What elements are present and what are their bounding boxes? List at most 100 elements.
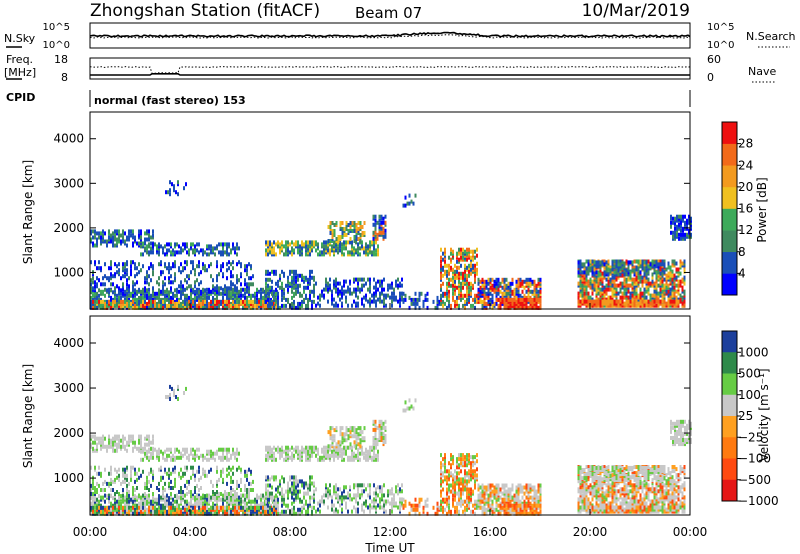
velocity-cell: [250, 499, 252, 504]
velocity-cell: [110, 438, 112, 443]
power-cell: [190, 260, 192, 265]
power-cell: [603, 285, 606, 290]
power-cell: [273, 305, 275, 310]
power-cell: [150, 293, 152, 298]
power-cell: [126, 301, 128, 306]
power-cell: [661, 272, 664, 277]
power-cell: [232, 282, 234, 287]
velocity-cell: [136, 486, 138, 490]
power-cell: [343, 227, 346, 231]
velocity-cell: [114, 497, 116, 502]
power-cell: [577, 299, 580, 304]
power-cell: [448, 295, 450, 300]
power-cell: [136, 305, 138, 310]
power-cell: [122, 229, 124, 234]
power-cell: [623, 281, 626, 286]
velocity-cell: [100, 440, 102, 445]
power-cell: [180, 250, 182, 255]
power-cell: [353, 239, 356, 243]
power-cell: [154, 299, 156, 304]
power-cell: [481, 283, 484, 288]
power-cell: [363, 283, 365, 288]
power-cell: [462, 255, 464, 260]
power-cell: [369, 281, 371, 286]
velocity-cell: [232, 488, 234, 492]
power-cell: [188, 284, 190, 289]
power-cell: [615, 272, 618, 277]
power-cell: [505, 277, 508, 282]
velocity-cell: [192, 505, 194, 510]
velocity-cell: [248, 488, 250, 492]
power-cell: [146, 288, 148, 293]
power-cell: [96, 266, 98, 271]
velocity-cell: [166, 493, 168, 498]
power-cell: [605, 266, 608, 271]
power-cell: [621, 295, 624, 300]
power-cell: [226, 295, 228, 300]
velocity-cell: [216, 496, 218, 501]
power-cell: [627, 303, 630, 308]
velocity-cell: [162, 475, 164, 480]
power-cell: [242, 293, 244, 298]
power-cell: [583, 267, 586, 272]
date-label: 10/Mar/2019: [582, 1, 690, 21]
power-cell: [226, 299, 228, 304]
power-cell: [120, 295, 122, 300]
power-cell: [481, 303, 484, 308]
power-cell: [303, 279, 305, 284]
power-cell: [218, 242, 220, 247]
velocity-cell: [104, 444, 106, 449]
power-cell: [313, 299, 315, 304]
power-cell: [277, 283, 279, 288]
velocity-cell: [104, 507, 106, 512]
power-cell: [599, 269, 602, 274]
power-cell: [341, 301, 343, 306]
power-cell: [448, 255, 450, 260]
velocity-cell: [136, 495, 138, 500]
power-cell: [629, 270, 632, 275]
power-cell: [96, 237, 98, 242]
power-cell: [273, 250, 275, 255]
velocity-cell: [126, 492, 128, 496]
power-cell: [672, 230, 674, 235]
power-cell: [170, 250, 172, 255]
power-cell: [168, 276, 170, 281]
velocity-cell: [148, 488, 150, 492]
power-cell: [637, 266, 640, 271]
power-cell: [265, 252, 267, 257]
power-cell: [262, 295, 264, 300]
power-cell: [126, 282, 128, 287]
power-cell: [619, 269, 622, 274]
power-cell: [168, 280, 170, 285]
power-cell: [621, 281, 624, 286]
power-cell: [130, 291, 132, 296]
power-cell: [450, 303, 452, 308]
power-cell: [132, 235, 134, 240]
power-cell: [665, 273, 668, 278]
power-cell: [597, 303, 600, 308]
power-cell: [295, 283, 297, 288]
power-cell: [271, 279, 273, 284]
power-cell: [279, 273, 281, 278]
velocity-cell: [248, 497, 250, 502]
power-cell: [609, 287, 612, 292]
power-cell: [631, 281, 634, 286]
power-cell: [363, 277, 365, 282]
power-cell: [577, 270, 580, 275]
velocity-cell: [98, 471, 100, 476]
power-cell: [333, 229, 336, 233]
power-cell: [629, 291, 632, 296]
colorbar-swatch: [722, 230, 737, 253]
cpid-value: normal (fast stereo) 153: [94, 94, 246, 107]
power-cell: [357, 242, 359, 247]
power-cell: [174, 272, 176, 277]
power-cell: [401, 277, 403, 282]
power-cell: [627, 272, 630, 277]
power-cell: [591, 266, 594, 271]
power-cell: [355, 248, 357, 253]
power-cell: [462, 251, 464, 256]
power-cell: [661, 262, 664, 267]
power-cell: [525, 305, 528, 310]
power-cell: [376, 232, 379, 237]
power-cell: [657, 262, 660, 267]
